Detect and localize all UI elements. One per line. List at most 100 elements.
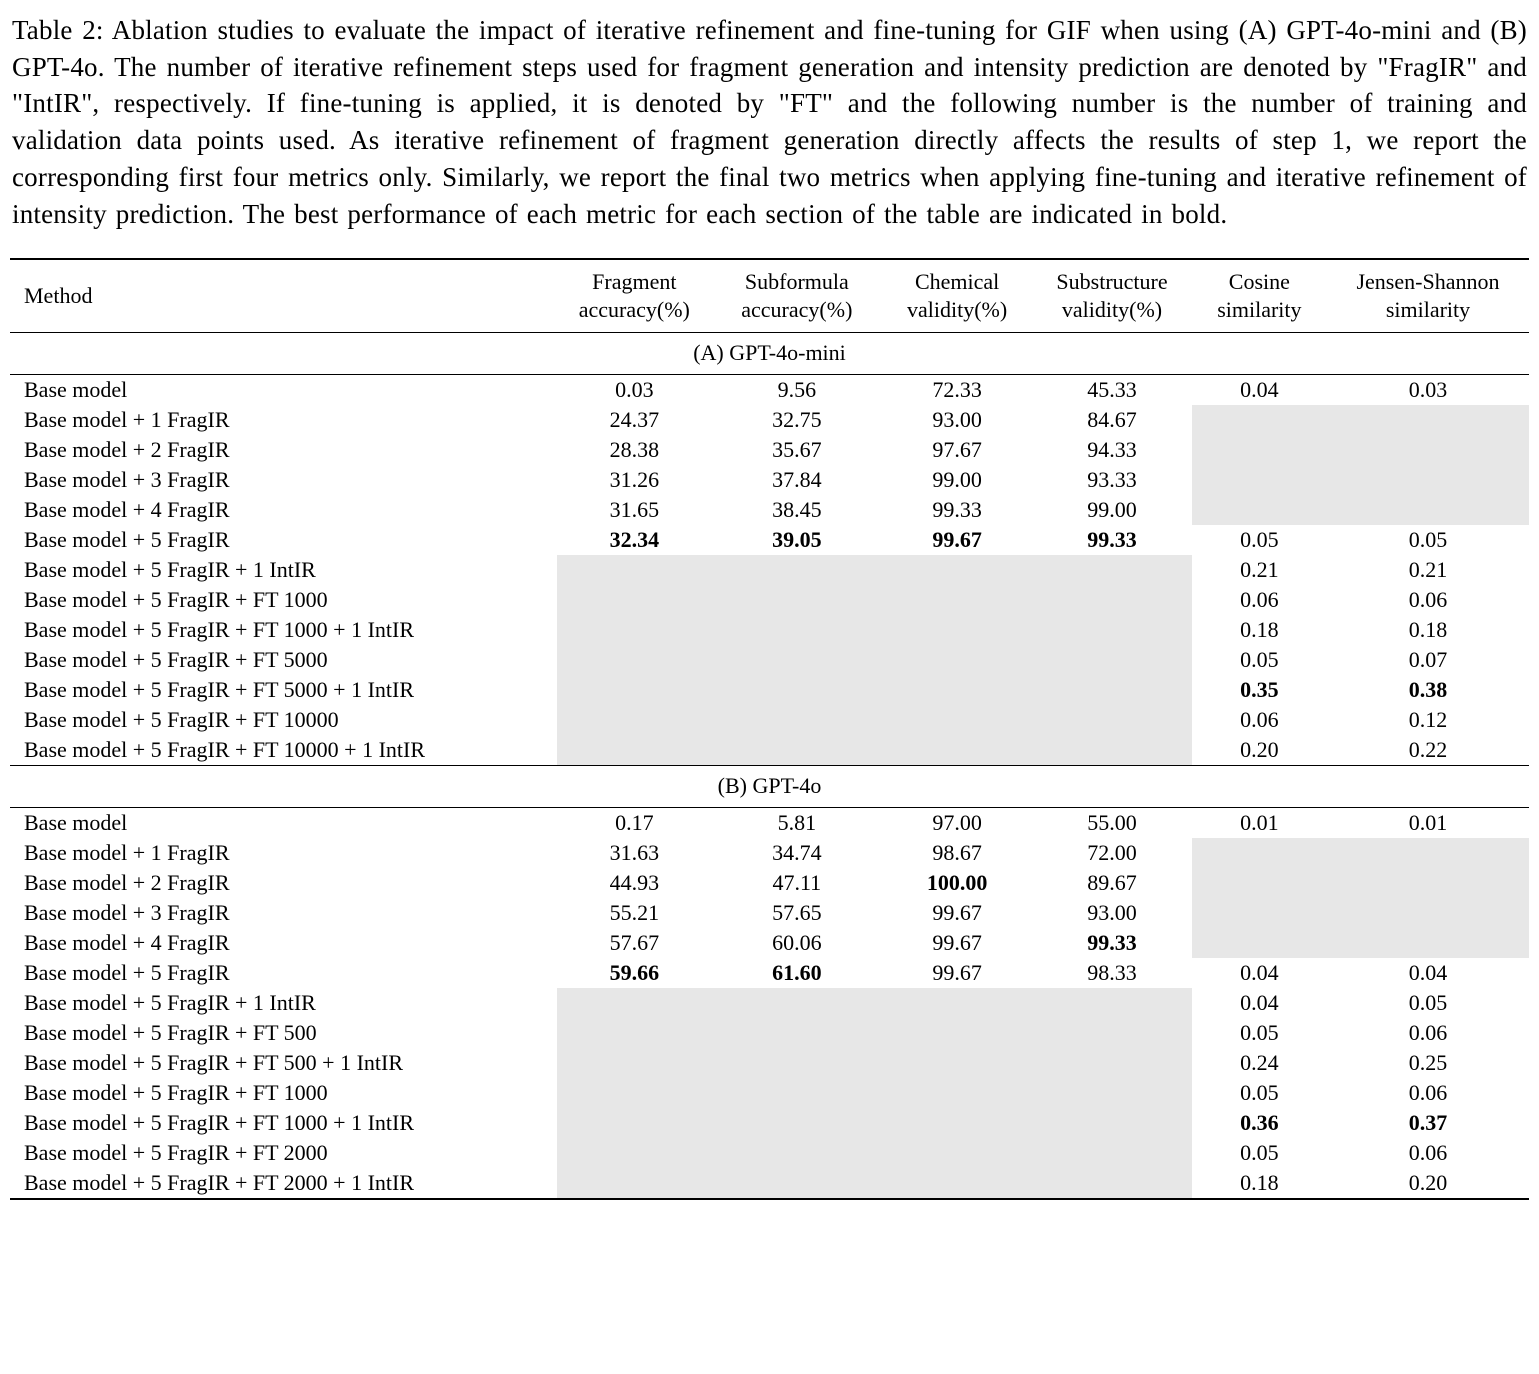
value-cell: 0.21 [1408, 557, 1448, 583]
empty-gray-cell [711, 1108, 882, 1139]
empty-gray-cell [1032, 705, 1192, 736]
method-cell: Base model + 5 FragIR [24, 960, 230, 986]
value-cell: 0.06 [1408, 1080, 1448, 1106]
value-cell: 45.33 [1087, 377, 1137, 403]
value-cell: 0.06 [1408, 1020, 1448, 1046]
empty-gray-cell [556, 1168, 712, 1200]
value-cell: 34.74 [772, 840, 822, 866]
value-cell: 0.04 [1240, 960, 1279, 986]
empty-gray-cell [556, 675, 712, 706]
method-cell: Base model + 5 FragIR + FT 1000 + 1 IntI… [24, 617, 415, 643]
value-cell: 0.18 [1240, 1170, 1279, 1196]
table-row: Base model + 5 FragIR + FT 2000 0.05 0.06 [10, 1138, 1529, 1169]
method-cell: Base model + 3 FragIR [24, 900, 230, 926]
empty-gray-cell [1191, 405, 1327, 436]
value-cell: 99.67 [932, 900, 982, 926]
table-row: Base model + 5 FragIR + FT 1000 + 1 IntI… [10, 615, 1529, 646]
method-cell: Base model + 4 FragIR [24, 497, 230, 523]
empty-gray-cell [1032, 615, 1192, 646]
value-cell: 0.06 [1408, 587, 1448, 613]
value-cell: 60.06 [772, 930, 822, 956]
method-cell: Base model + 5 FragIR + FT 1000 + 1 IntI… [24, 1110, 415, 1136]
value-cell: 98.33 [1087, 960, 1137, 986]
value-cell: 0.24 [1240, 1050, 1279, 1076]
value-cell: 31.26 [609, 467, 660, 493]
empty-gray-cell [881, 585, 1033, 616]
value-cell: 61.60 [772, 960, 822, 986]
value-cell: 0.01 [1408, 810, 1448, 836]
value-cell: 0.06 [1240, 587, 1279, 613]
value-cell: 31.65 [609, 497, 660, 523]
empty-gray-cell [556, 645, 712, 676]
method-cell: Base model + 2 FragIR [24, 437, 230, 463]
value-cell: 32.34 [609, 527, 660, 553]
empty-gray-cell [1191, 898, 1327, 929]
value-cell: 0.05 [1408, 990, 1448, 1016]
value-cell: 0.01 [1240, 810, 1279, 836]
header-row: Method Fragment accuracy(%) Subformula accur… [10, 259, 1529, 334]
column-header: Substructure validity(%) [1032, 259, 1192, 334]
empty-gray-cell [711, 1018, 882, 1049]
empty-gray-cell [711, 675, 882, 706]
value-cell: 0.04 [1408, 960, 1448, 986]
value-cell: 44.93 [609, 870, 660, 896]
value-cell: 32.75 [772, 407, 822, 433]
empty-gray-cell [556, 1138, 712, 1169]
empty-gray-cell [556, 1018, 712, 1049]
value-cell: 97.00 [932, 810, 982, 836]
table-body: (A) GPT-4o-mini Base model 0.03 9.56 72.33 45… [10, 332, 1529, 1200]
empty-gray-cell [556, 615, 712, 646]
table-row: Base model + 5 FragIR + FT 10000 0.06 0.12 [10, 705, 1529, 736]
value-cell: 59.66 [609, 960, 660, 986]
value-cell: 0.18 [1408, 617, 1448, 643]
value-cell: 98.67 [932, 840, 982, 866]
value-cell: 72.33 [932, 377, 982, 403]
empty-gray-cell [881, 1078, 1033, 1109]
method-cell: Base model + 5 FragIR + FT 500 + 1 IntIR [24, 1050, 404, 1076]
value-cell: 93.00 [932, 407, 982, 433]
table-row: Base model + 4 FragIR 31.65 38.45 99.33 99.0… [10, 495, 1529, 526]
empty-gray-cell [556, 1048, 712, 1079]
table-header: Method Fragment accuracy(%) Subformula accur… [10, 259, 1529, 334]
column-header: Jensen-Shannon similarity [1326, 259, 1529, 334]
ablation-table: Method Fragment accuracy(%) Subformula accur… [10, 258, 1529, 1201]
section-title: (B) GPT-4o [10, 765, 1529, 809]
empty-gray-cell [881, 735, 1033, 766]
table-row: Base model + 4 FragIR 57.67 60.06 99.67 99.3… [10, 928, 1529, 959]
value-cell: 31.63 [609, 840, 660, 866]
method-cell: Base model + 4 FragIR [24, 930, 230, 956]
table-row: Base model + 5 FragIR + FT 500 + 1 IntIR… [10, 1048, 1529, 1079]
empty-gray-cell [556, 735, 712, 766]
table-row: Base model + 5 FragIR + FT 1000 0.05 0.06 [10, 1078, 1529, 1109]
method-cell: Base model + 5 FragIR + FT 10000 + 1 Int… [24, 737, 426, 763]
empty-gray-cell [711, 1138, 882, 1169]
empty-gray-cell [711, 615, 882, 646]
empty-gray-cell [881, 555, 1033, 586]
value-cell: 0.05 [1240, 647, 1279, 673]
empty-gray-cell [1326, 465, 1529, 496]
empty-gray-cell [1032, 645, 1192, 676]
value-cell: 0.38 [1408, 677, 1448, 703]
empty-gray-cell [1032, 1138, 1192, 1169]
empty-gray-cell [556, 1078, 712, 1109]
empty-gray-cell [881, 1048, 1033, 1079]
empty-gray-cell [881, 988, 1033, 1019]
empty-gray-cell [711, 705, 882, 736]
empty-gray-cell [711, 1078, 882, 1109]
value-cell: 0.12 [1408, 707, 1448, 733]
value-cell: 97.67 [932, 437, 982, 463]
paper-page: Table 2: Ablation studies to evaluate th… [10, 12, 1529, 1201]
value-cell: 0.25 [1408, 1050, 1448, 1076]
value-cell: 39.05 [772, 527, 822, 553]
empty-gray-cell [1032, 735, 1192, 766]
value-cell: 0.05 [1240, 1080, 1279, 1106]
value-cell: 0.03 [615, 377, 654, 403]
table-row: Base model + 1 FragIR 31.63 34.74 98.67 72.0… [10, 838, 1529, 869]
empty-gray-cell [1191, 838, 1327, 869]
value-cell: 0.37 [1408, 1110, 1448, 1136]
value-cell: 0.20 [1408, 1170, 1448, 1196]
empty-gray-cell [711, 735, 882, 766]
method-cell: Base model + 5 FragIR + FT 1000 [24, 1080, 328, 1106]
empty-gray-cell [1191, 495, 1327, 526]
method-cell: Base model + 5 FragIR + 1 IntIR [24, 557, 316, 583]
